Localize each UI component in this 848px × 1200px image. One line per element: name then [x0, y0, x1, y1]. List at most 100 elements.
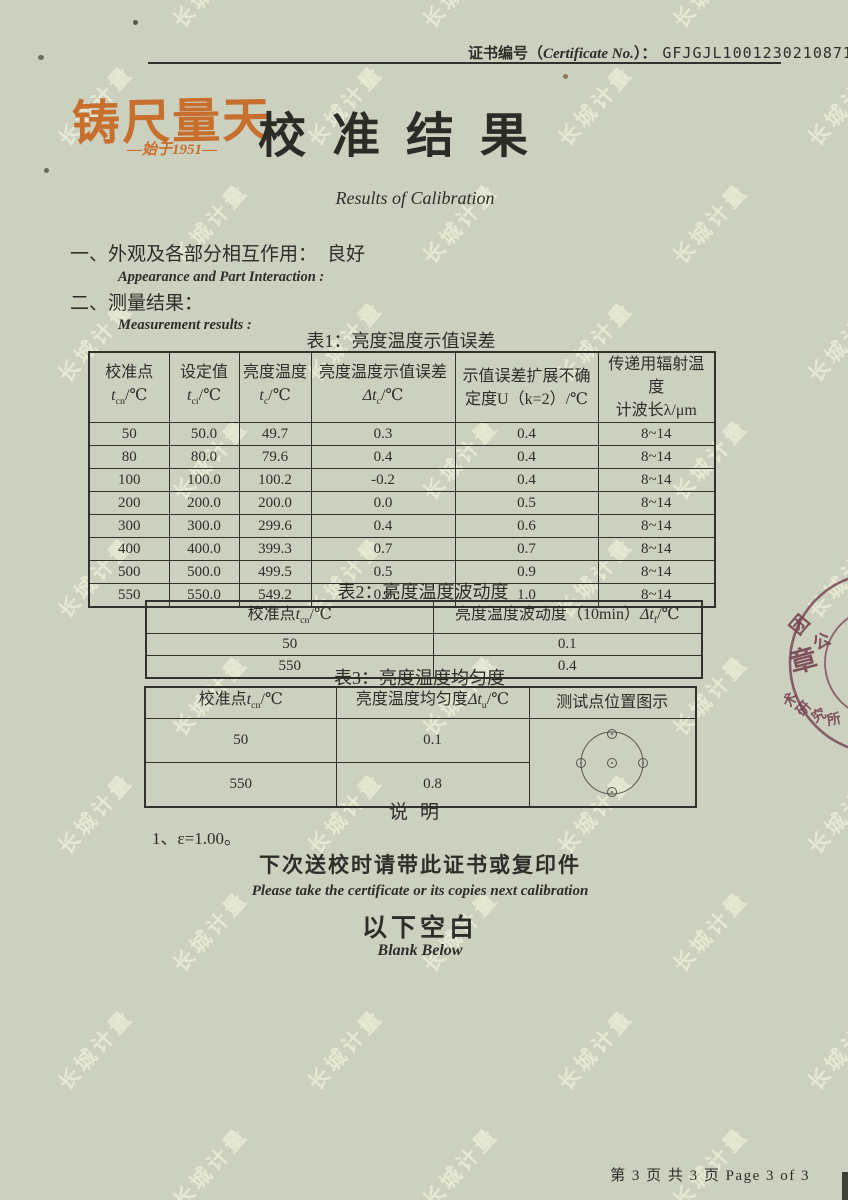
- t1-cell: 200.0: [168, 491, 240, 515]
- watermark-text: 长城计量: [803, 296, 848, 387]
- t1-cell: 100: [88, 468, 170, 492]
- t3-cell: 0.8: [335, 762, 530, 808]
- t1-header-cell: 校准点 tcn/℃: [88, 351, 170, 423]
- table2-title: 表2：亮度温度波动度: [337, 582, 509, 602]
- t1-cell: 50: [88, 422, 170, 446]
- t1-cell: 0.0: [310, 491, 456, 515]
- t1-cell: 300: [88, 514, 170, 538]
- watermark-text: 长城计量: [303, 1004, 389, 1095]
- section-measurement-en: Measurement results :: [118, 317, 252, 333]
- t1-cell: 300.0: [168, 514, 240, 538]
- t1-cell: 400.0: [168, 537, 240, 561]
- t3-row: 550 0.8: [144, 762, 696, 808]
- t2-cell: 0.4: [432, 655, 703, 679]
- t1-cell: 0.6: [454, 514, 599, 538]
- watermark-text: 长城计量: [553, 60, 639, 151]
- table3-title: 表3：亮度温度均匀度: [334, 668, 505, 688]
- seal-char: 所: [825, 710, 842, 730]
- scan-artifact: [44, 168, 49, 173]
- certificate-number-label-en: Certificate No.: [543, 46, 634, 62]
- table3-uniformity: 校准点tcn/℃ 亮度温度均匀度Δtu/℃ 测试点位置图示 50 0.1 550 0.8: [144, 686, 697, 809]
- t3-row: 50 0.1: [144, 718, 697, 808]
- brand-since-text: —始于1951—: [126, 142, 217, 158]
- t1-cell: 50.0: [168, 422, 240, 446]
- t3-cell: 0.1: [335, 718, 530, 764]
- scan-artifact: [133, 20, 138, 25]
- t1-cell: 8~14: [597, 491, 716, 515]
- section-measurement: 二、测量结果：: [70, 293, 204, 314]
- t3-cell: 50: [144, 718, 337, 764]
- t1-cell: 8~14: [597, 422, 716, 446]
- section-appearance-label: 一、外观及各部分相互作用：: [70, 244, 318, 265]
- t1-cell: 0.4: [454, 445, 599, 469]
- t1-cell: 299.6: [238, 514, 312, 538]
- watermark-text: 长城计量: [0, 414, 4, 505]
- t1-header-cell: 传递用辐射温度 计波长λ/μm: [597, 351, 716, 423]
- t1-cell: 49.7: [238, 422, 312, 446]
- section-appearance: 一、外观及各部分相互作用： 良好: [70, 239, 365, 266]
- t2-cell: 50: [145, 633, 434, 657]
- certificate-number-value: GFJGJL1001230210871: [662, 44, 848, 62]
- watermark-text: 长城计量: [0, 650, 4, 741]
- seal-char: 团: [785, 611, 814, 640]
- blank-below-note-en: Blank Below: [377, 942, 463, 959]
- t1-cell: 0.4: [310, 514, 456, 538]
- section-appearance-value: 良好: [327, 244, 366, 265]
- t1-cell: 79.6: [238, 445, 312, 469]
- t1-cell: 8~14: [597, 537, 716, 561]
- notes-heading: 说明: [388, 802, 451, 823]
- bring-certificate-note-en: Please take the certificate or its copie…: [251, 883, 589, 899]
- official-seal-stamp: 团 公 章 术 研 究 所: [784, 577, 848, 749]
- certificate-number-label-close: ）：: [633, 46, 657, 62]
- t1-cell: -0.2: [310, 468, 456, 492]
- t1-cell: 0.4: [454, 422, 599, 446]
- watermark-text: 长城计量: [668, 1122, 754, 1200]
- t1-row: 100 100.0 100.2 -0.2 0.4 8~14: [88, 468, 716, 492]
- t1-row: 500 500.0 499.5 0.5 0.9 8~14: [88, 560, 716, 584]
- t1-cell: 80.0: [168, 445, 240, 469]
- t3-header-cell: 亮度温度均匀度Δtu/℃: [335, 686, 530, 720]
- table1-title: 表1：亮度温度示值误差: [306, 331, 496, 351]
- t2-cell: 0.1: [432, 633, 703, 657]
- t1-header-cell: 设定值 tci/℃: [168, 351, 240, 423]
- page-title: 校准结果: [258, 110, 555, 163]
- watermark-text: 长城计量: [0, 0, 5, 34]
- t3-diagram-cell: [528, 718, 697, 808]
- t3-header-cell: 校准点tcn/℃: [144, 686, 337, 720]
- watermark-text: 长城计量: [803, 1004, 848, 1095]
- section-appearance-en: Appearance and Part Interaction :: [118, 269, 325, 285]
- t1-cell: 80: [88, 445, 170, 469]
- scan-artifact: [563, 74, 568, 79]
- t1-header-cell: 示值误差扩展不确 定度U（k=2）/℃: [454, 351, 599, 423]
- t1-cell: 0.5: [310, 560, 456, 584]
- t1-cell: 0.7: [310, 537, 456, 561]
- watermark-text: 长城计量: [415, 0, 504, 34]
- t1-header-cell: 亮度温度示值误差 Δtc/℃: [310, 351, 456, 423]
- watermark-text: 长城计量: [665, 0, 754, 34]
- t1-cell: 200.0: [238, 491, 312, 515]
- table2-fluctuation: 校准点tcn/℃ 亮度温度波动度（10min）Δtf/℃ 50 0.1 550 0.4: [145, 600, 703, 680]
- certificate-number-label: 证书编号（: [468, 46, 544, 62]
- t1-cell: 8~14: [597, 560, 716, 584]
- page-title-en: Results of Calibration: [335, 188, 495, 208]
- t2-row: 550 0.4: [145, 655, 703, 679]
- header-rule: [148, 62, 781, 64]
- watermark-text: 长城计量: [168, 1122, 254, 1200]
- t1-cell: 0.3: [310, 422, 456, 446]
- t1-cell: 500.0: [168, 560, 240, 584]
- t1-cell: 0.9: [454, 560, 599, 584]
- watermark-text: 长城计量: [0, 1122, 4, 1200]
- scan-edge-artifact: [842, 1172, 848, 1200]
- t3-header-cell: 测试点位置图示: [528, 686, 697, 720]
- test-point-diagram: [532, 721, 694, 805]
- seal-inner-ring: [824, 617, 848, 709]
- t1-row: 80 80.0 79.6 0.4 0.4 8~14: [88, 445, 716, 469]
- t1-row: 400 400.0 399.3 0.7 0.7 8~14: [88, 537, 716, 561]
- watermark-text: 长城计量: [803, 60, 848, 151]
- t1-cell: 500: [88, 560, 170, 584]
- t1-cell: 8~14: [597, 468, 716, 492]
- t1-cell: 399.3: [238, 537, 312, 561]
- page-number: 第 3 页 共 3 页 Page 3 of 3: [610, 1168, 810, 1184]
- t1-row: 200 200.0 200.0 0.0 0.5 8~14: [88, 491, 716, 515]
